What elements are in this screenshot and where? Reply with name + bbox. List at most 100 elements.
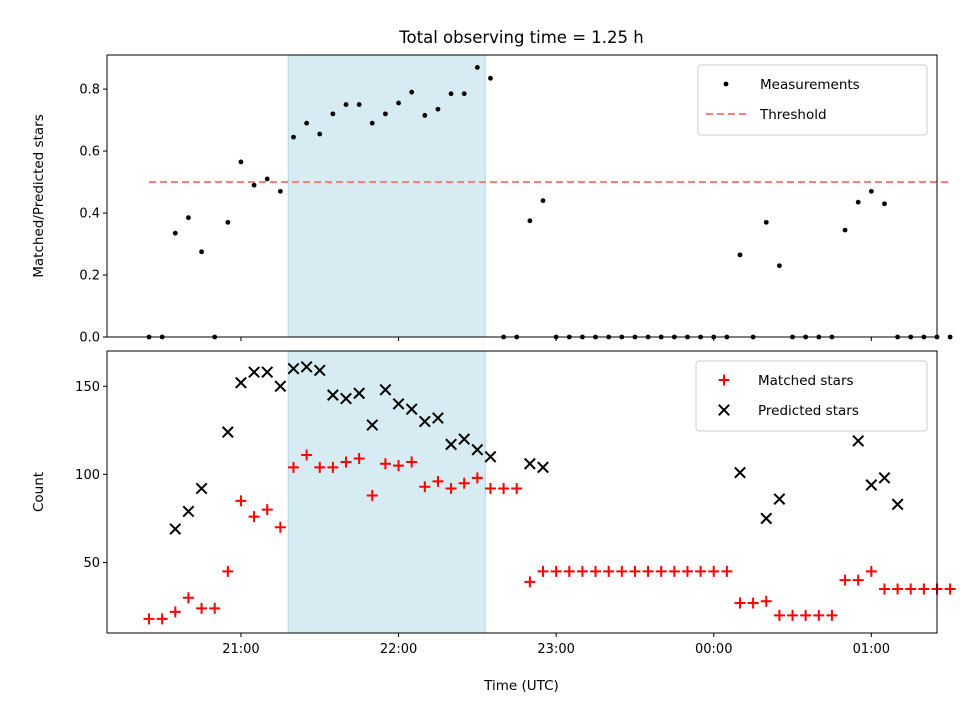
series-1-point — [484, 450, 497, 463]
series-0-point — [435, 106, 441, 112]
series-0-point — [301, 449, 313, 461]
series-0-point — [238, 159, 244, 165]
series-0-point — [182, 592, 194, 604]
series-0-point — [422, 113, 428, 118]
series-1-point — [405, 403, 418, 416]
chart-title: Total observing time = 1.25 h — [398, 28, 643, 47]
series-1-point — [287, 362, 300, 375]
series-0-point — [603, 565, 615, 577]
legend-label: Matched stars — [758, 373, 854, 389]
legend-box — [697, 64, 928, 136]
series-0-point — [629, 565, 641, 577]
y-tick-label: 0.4 — [79, 207, 100, 222]
series-0-point — [852, 574, 864, 586]
series-0-point — [251, 182, 257, 188]
series-0-point — [777, 263, 782, 269]
series-1-point — [169, 523, 182, 535]
series-0-point — [327, 461, 339, 473]
series-0-point — [248, 511, 260, 523]
series-1-point — [353, 387, 366, 400]
series-0-point — [396, 100, 401, 106]
series-0-point — [432, 475, 444, 487]
legend-box — [695, 360, 928, 432]
series-1-point — [274, 380, 287, 393]
series-0-point — [209, 602, 221, 614]
series-0-point — [590, 565, 602, 577]
series-1-point — [432, 412, 444, 424]
bottom-axes-frame — [106, 350, 938, 634]
series-1-point — [340, 392, 352, 405]
bottom-x-ticks: 21:00 22:00 23:00 00:00 01:00 — [222, 633, 890, 657]
series-0-point — [488, 75, 493, 81]
series-1-point — [300, 360, 313, 373]
series-0-point — [944, 583, 956, 595]
series-1-point — [195, 482, 208, 495]
series-0-point — [882, 201, 887, 207]
series-0-point — [537, 565, 549, 577]
series-1-point — [248, 366, 260, 379]
series-1-point — [379, 383, 392, 396]
series-0-point — [616, 565, 628, 577]
y-tick-label: 150 — [75, 380, 100, 395]
series-1-point — [773, 493, 786, 505]
series-0-point — [878, 583, 890, 595]
series-0-point — [721, 565, 733, 577]
legend-marker-handle — [723, 81, 729, 87]
series-1-point — [418, 415, 431, 428]
series-0-point — [169, 606, 181, 618]
series-0-point — [235, 495, 247, 507]
series-1-point — [891, 498, 904, 511]
series-0-point — [471, 472, 483, 484]
y-tick-label: 100 — [75, 468, 100, 483]
series-0-point — [222, 565, 234, 577]
series-0-point — [383, 111, 388, 117]
x-tick-label: 00:00 — [695, 642, 732, 657]
series-1-point — [326, 389, 339, 401]
series-0-point — [343, 102, 349, 107]
series-1-point — [313, 364, 326, 377]
series-0-point — [353, 453, 365, 465]
series-0-point — [458, 477, 470, 489]
series-1-point — [458, 433, 471, 446]
series-0-point — [642, 565, 654, 577]
top-y-ticks: 0.0 0.2 0.4 0.6 0.8 — [79, 83, 107, 346]
series-1-point — [734, 466, 746, 479]
series-0-point — [379, 458, 391, 470]
y-tick-label: 50 — [83, 556, 100, 571]
legend-marker-handle — [718, 374, 730, 386]
series-0-point — [291, 134, 296, 140]
series-0-point — [813, 609, 825, 621]
series-1-point — [537, 461, 549, 474]
series-0-point — [524, 576, 536, 588]
x-axis-label: Time (UTC) — [483, 678, 559, 694]
series-0-point — [527, 218, 533, 224]
series-0-point — [947, 334, 953, 340]
series-1-point — [878, 471, 891, 484]
series-1-point — [865, 479, 878, 491]
legend-label: Measurements — [760, 77, 860, 93]
series-0-point — [498, 482, 510, 494]
bottom-y-ticks: 50 100 150 — [75, 380, 107, 571]
series-0-point — [317, 131, 323, 137]
series-0-point — [304, 120, 310, 126]
series-0-point — [314, 461, 326, 473]
series-0-point — [445, 482, 457, 494]
y-tick-label: 0.6 — [79, 145, 100, 160]
series-0-point — [261, 504, 273, 516]
series-0-point — [787, 609, 799, 621]
top-panel-ratio: 0.00.20.40.60.8 Matched/Predicted stars … — [31, 54, 953, 346]
bottom-y-axis-label: Count — [31, 472, 47, 512]
top-axes-frame — [106, 54, 938, 338]
series-1-point — [392, 397, 405, 410]
series-1-point — [852, 434, 865, 447]
series-0-point — [892, 583, 904, 595]
series-0-point — [366, 490, 378, 502]
series-0-point — [196, 602, 208, 614]
series-0-point — [918, 583, 930, 595]
series-0-point — [737, 252, 743, 258]
series-0-point — [681, 565, 693, 577]
legend-marker-handle — [718, 404, 730, 416]
series-0-point — [474, 64, 480, 70]
series-0-point — [868, 188, 874, 194]
